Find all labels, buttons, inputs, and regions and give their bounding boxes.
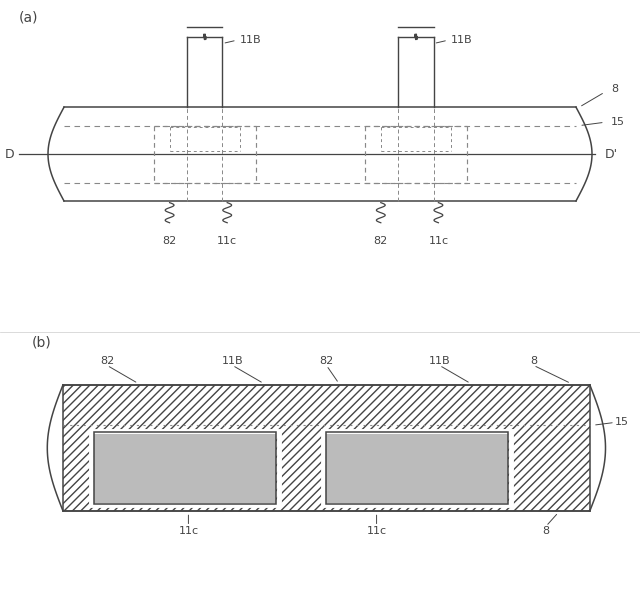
Bar <box>323 431 511 505</box>
Text: 11B: 11B <box>221 356 243 366</box>
Text: 11c: 11c <box>217 236 237 246</box>
Bar <box>326 432 508 504</box>
Text: 15: 15 <box>611 118 625 127</box>
Text: 82: 82 <box>163 236 177 246</box>
Bar <box>326 432 508 504</box>
Bar <box>94 432 276 504</box>
Text: 8: 8 <box>542 526 550 535</box>
Text: 82: 82 <box>100 356 114 366</box>
Text: 11c: 11c <box>428 236 449 246</box>
Text: 11c: 11c <box>367 526 387 535</box>
Bar <box>94 432 276 504</box>
Bar <box>92 431 280 505</box>
Bar <box>63 385 590 511</box>
Text: 8: 8 <box>530 356 537 366</box>
Text: 82: 82 <box>319 356 333 366</box>
Text: (b): (b) <box>31 336 51 350</box>
Bar <box>94 432 276 504</box>
Text: 11B: 11B <box>429 356 450 366</box>
Text: 11c: 11c <box>179 526 198 535</box>
Text: D: D <box>4 147 15 161</box>
Text: 8: 8 <box>611 84 618 94</box>
Text: 11B: 11B <box>240 35 262 45</box>
Bar <box>326 432 508 504</box>
Text: 82: 82 <box>374 236 388 246</box>
Text: 15: 15 <box>615 417 629 428</box>
Text: D': D' <box>605 147 618 161</box>
Text: (a): (a) <box>19 10 38 24</box>
Text: 11B: 11B <box>451 35 473 45</box>
